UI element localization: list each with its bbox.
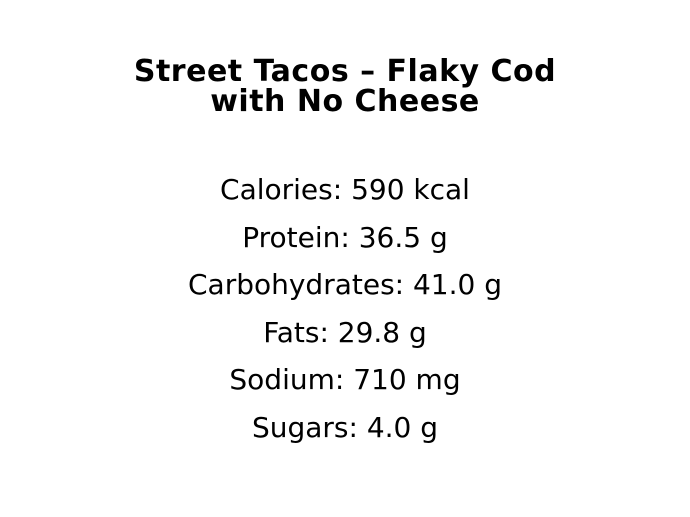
nutrition-row-sugars: Sugars: 4.0 g	[251, 410, 439, 444]
dish-title-line1: Street Tacos – Flaky Cod	[133, 54, 557, 89]
nutrition-row-carbohydrates: Carbohydrates: 41.0 g	[187, 268, 503, 301]
nutrition-list: Calories: 590 kcal Protein: 36.5 g Carbo…	[0, 166, 690, 451]
nutrition-row-calories: Calories: 590 kcal	[220, 173, 470, 206]
nutrition-row-sodium: Sodium: 710 mg	[229, 363, 461, 396]
dish-title-line2: with No Cheese	[210, 84, 480, 119]
dish-title: Street Tacos – Flaky Cod with No Cheese	[0, 57, 690, 117]
nutrition-row-fats: Fats: 29.8 g	[263, 315, 427, 349]
nutrition-row-protein: Protein: 36.5 g	[242, 220, 448, 254]
